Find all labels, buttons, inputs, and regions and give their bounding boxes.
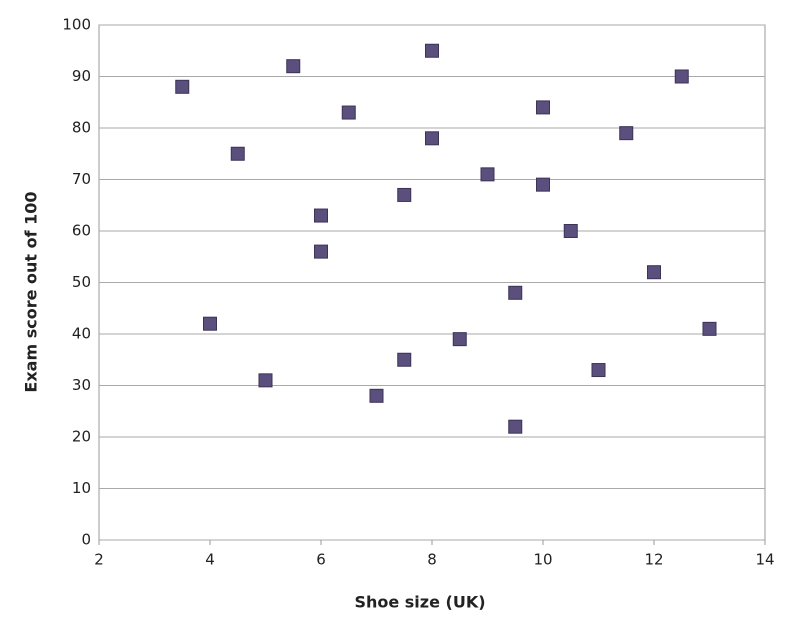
point bbox=[314, 244, 328, 259]
point bbox=[619, 126, 634, 141]
point bbox=[480, 167, 495, 182]
point bbox=[203, 316, 217, 331]
x-tick-label: 4 bbox=[205, 551, 215, 569]
y-tick-label: 30 bbox=[72, 376, 91, 394]
point bbox=[397, 352, 412, 367]
y-tick-label: 100 bbox=[62, 16, 91, 34]
y-tick-label: 70 bbox=[72, 170, 91, 188]
point bbox=[647, 265, 661, 280]
x-tick-label: 6 bbox=[316, 551, 326, 569]
y-tick-label: 40 bbox=[72, 325, 91, 343]
point bbox=[508, 285, 523, 300]
y-tick-label: 10 bbox=[72, 479, 91, 497]
point bbox=[286, 59, 301, 74]
point bbox=[230, 146, 245, 161]
x-tick-label: 14 bbox=[755, 551, 774, 569]
x-tick-label: 10 bbox=[533, 551, 552, 569]
point bbox=[369, 388, 384, 403]
y-tick-label: 20 bbox=[72, 428, 91, 446]
x-axis-title: Shoe size (UK) bbox=[354, 593, 485, 612]
point bbox=[563, 224, 578, 238]
point bbox=[397, 187, 412, 202]
point bbox=[536, 177, 550, 192]
y-tick-label: 60 bbox=[72, 222, 91, 240]
point bbox=[674, 69, 689, 84]
point bbox=[702, 321, 717, 336]
y-axis-title: Exam score out of 100 bbox=[22, 191, 41, 392]
x-tick-label: 8 bbox=[427, 551, 437, 569]
point bbox=[591, 363, 606, 378]
y-tick-label: 50 bbox=[72, 273, 91, 291]
point bbox=[341, 105, 356, 120]
point bbox=[425, 131, 439, 146]
point bbox=[175, 79, 190, 94]
point bbox=[536, 100, 550, 115]
y-tick-label: 90 bbox=[72, 67, 91, 85]
x-tick-label: 12 bbox=[644, 551, 663, 569]
point bbox=[508, 419, 523, 434]
point bbox=[452, 332, 467, 347]
x-tick-label: 2 bbox=[94, 551, 104, 569]
y-tick-label: 0 bbox=[81, 531, 91, 549]
point bbox=[314, 208, 328, 223]
point bbox=[258, 373, 273, 388]
point bbox=[425, 43, 439, 58]
y-tick-label: 80 bbox=[72, 119, 91, 137]
